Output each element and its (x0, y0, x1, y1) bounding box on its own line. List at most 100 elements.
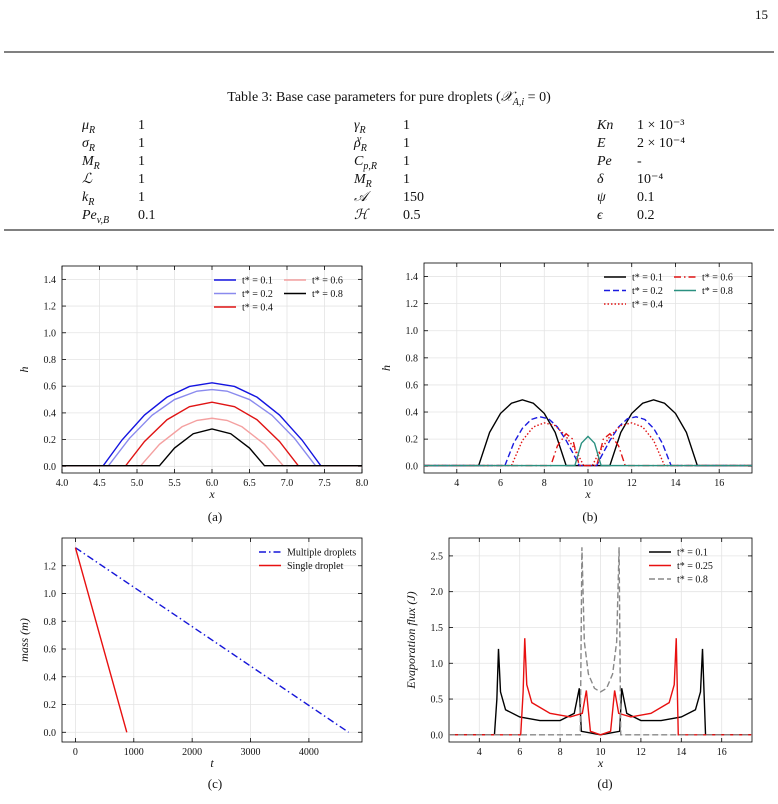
symbol-base: Pe (596, 154, 612, 169)
plot-frame (61, 537, 363, 743)
symbol-base: σ (82, 136, 90, 151)
symbol: kR (82, 190, 94, 208)
y-tick-label: 1.4 (44, 275, 57, 286)
param-value: 2 × 10⁻⁴ (637, 136, 685, 151)
symbol: MR (353, 172, 372, 190)
page-number: 15 (755, 7, 768, 22)
legend-label: t* = 0.25 (677, 561, 713, 572)
y-tick-label: 0.0 (44, 462, 57, 473)
x-tick-label: 4.0 (56, 478, 69, 489)
y-tick-label: 1.0 (44, 328, 57, 339)
x-tick-label: 10 (596, 747, 606, 758)
legend-label: t* = 0.8 (312, 289, 343, 300)
symbol-base: ρ (353, 136, 361, 151)
series-line (62, 428, 362, 467)
y-tick-label: 0.8 (44, 355, 57, 366)
legend-label: t* = 0.1 (677, 548, 708, 559)
y-tick-label: 0.0 (406, 462, 419, 473)
x-tick-label: 7.0 (281, 478, 294, 489)
y-tick-label: 0.2 (44, 700, 57, 711)
subfigure-caption: (b) (582, 509, 597, 524)
x-tick-label: 4 (477, 747, 482, 758)
x-tick-label: 6 (517, 747, 522, 758)
legend-label: t* = 0.8 (702, 286, 733, 297)
x-tick-label: 8 (542, 478, 547, 489)
param-value: 1 × 10⁻³ (637, 118, 684, 133)
x-tick-label: 6 (498, 478, 503, 489)
y-tick-label: 1.2 (44, 302, 57, 313)
x-tick-label: 1000 (124, 747, 144, 758)
x-axis-label: t (210, 756, 214, 770)
subscript: R (360, 143, 367, 154)
param-value: 150 (403, 190, 424, 205)
superscript: v (357, 134, 362, 145)
series-line (449, 547, 752, 736)
subscript: v,B (97, 215, 109, 226)
legend-label: t* = 0.2 (632, 286, 663, 297)
legend-label: t* = 0.1 (632, 273, 663, 284)
chart: 0.0 0.2 0.4 0.6 0.8 1.0 1.2 1.4 4.0 4.5 5.0 5.5 6.0 6… (17, 265, 368, 524)
x-tick-label: 12 (627, 478, 637, 489)
symbol: μR (81, 118, 95, 136)
y-tick-label: 2.0 (431, 587, 444, 598)
x-axis-label: x (584, 487, 591, 501)
y-axis-label: mass (m) (17, 618, 31, 662)
y-tick-label: 1.2 (44, 561, 57, 572)
symbol-base: γ (354, 118, 360, 133)
param-value: 1 (403, 154, 410, 169)
legend-label: Single droplet (287, 561, 344, 572)
param-value: 1 (138, 190, 145, 205)
symbol-base: Pe (81, 208, 97, 223)
y-tick-label: 0.8 (44, 617, 57, 628)
symbol: σR (82, 136, 95, 154)
x-tick-label: 5.5 (168, 478, 181, 489)
x-tick-label: 2000 (182, 747, 202, 758)
plot-frame (61, 265, 363, 474)
plot-frame (448, 537, 753, 743)
x-tick-label: 5.0 (131, 478, 144, 489)
y-tick-label: 0.5 (431, 695, 444, 706)
symbol: ρRv (353, 134, 367, 154)
symbol: ℋ (354, 208, 370, 223)
symbol: δ (597, 172, 604, 187)
param-value: 1 (138, 136, 145, 151)
y-tick-label: 0.4 (406, 408, 419, 419)
legend-label: Multiple droplets (287, 548, 356, 559)
x-tick-label: 14 (670, 478, 680, 489)
caption-text: Table 3: Base case parameters for pure d… (227, 90, 501, 105)
x-tick-label: 16 (717, 747, 727, 758)
symbol: Pe (596, 154, 612, 169)
symbol-base: ψ (597, 190, 606, 205)
subscript: p,R (362, 161, 377, 172)
legend-label: t* = 0.6 (702, 273, 733, 284)
param-value: 1 (138, 118, 145, 133)
table-caption: Table 3: Base case parameters for pure d… (227, 90, 551, 108)
param-value: 0.1 (138, 208, 156, 223)
param-value: 10⁻⁴ (637, 172, 663, 187)
subscript: A,i (512, 97, 525, 108)
symbol-base: δ (597, 172, 604, 187)
y-tick-label: 2.5 (431, 551, 444, 562)
x-tick-label: 10 (583, 478, 593, 489)
legend-label: t* = 0.2 (242, 289, 273, 300)
y-tick-label: 1.5 (431, 623, 444, 634)
x-tick-label: 6.5 (243, 478, 256, 489)
param-value: 0.1 (637, 190, 655, 205)
y-tick-label: 0.4 (44, 408, 57, 419)
symbol-base: Kn (596, 118, 613, 133)
chart: 0.0 0.5 1.0 1.5 2.0 2.5 4 6 8 10 12 14 16 t* = 0.1 t* … (404, 537, 753, 791)
x-tick-label: 7.5 (318, 478, 331, 489)
symbol: γR (354, 118, 366, 136)
symbol: 𝒜 (354, 190, 371, 205)
subscript: R (93, 161, 100, 172)
subfigure-caption: (d) (597, 776, 612, 791)
chart: 0.0 0.2 0.4 0.6 0.8 1.0 1.2 0 1000 2000 3000 4000 Mu… (17, 537, 363, 791)
subscript: R (365, 179, 372, 190)
x-tick-label: 12 (636, 747, 646, 758)
param-value: 1 (403, 136, 410, 151)
series-line (449, 638, 752, 736)
param-value: 1 (403, 172, 410, 187)
legend-label: t* = 0.6 (312, 276, 343, 287)
y-tick-label: 0.4 (44, 672, 57, 683)
param-value: - (637, 154, 642, 169)
